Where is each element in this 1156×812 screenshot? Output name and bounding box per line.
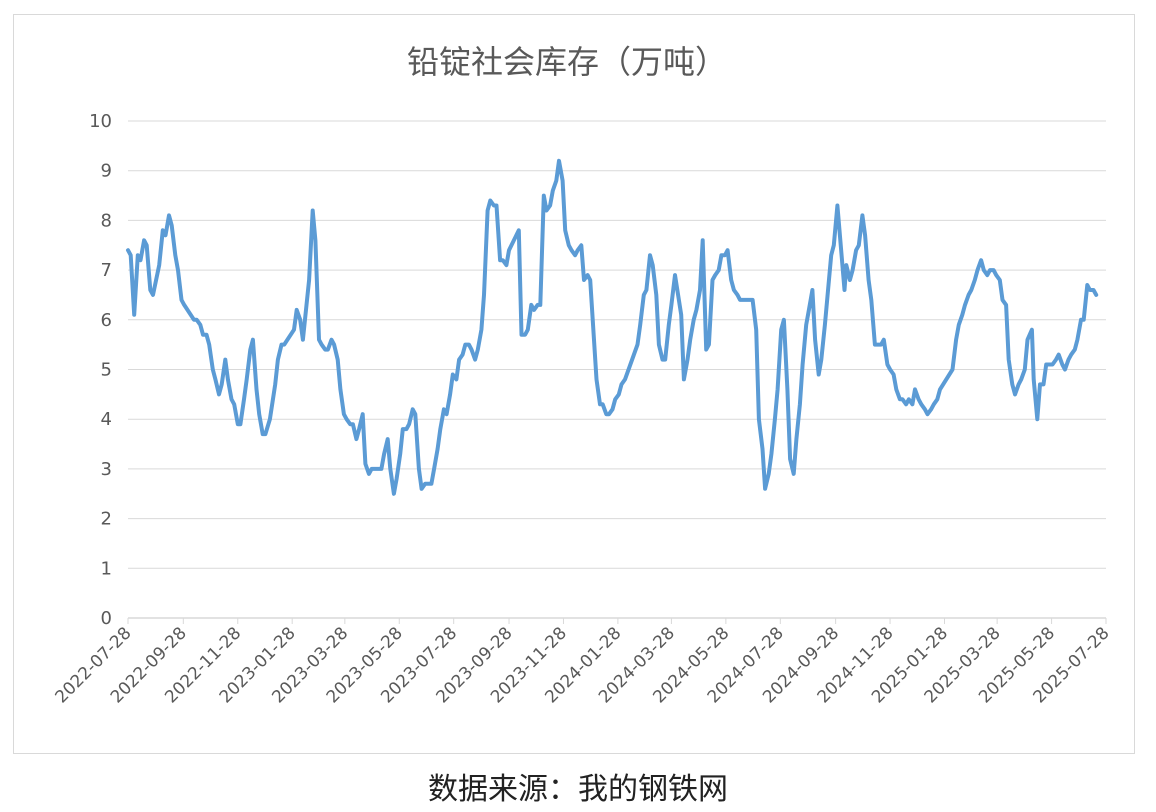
x-axis-ticks: 2022-07-282022-09-282022-11-282023-01-28… [52,618,1114,707]
y-tick-label: 7 [101,260,112,281]
y-axis-ticks: 0 1 2 3 4 5 6 7 8 9 10 [89,111,112,629]
chart-frame [13,14,1135,754]
y-tick-label: 0 [101,608,112,629]
y-tick-label: 4 [101,409,112,430]
series-line [126,158,1099,496]
y-tick-label: 1 [101,558,112,579]
series-line-layer [126,158,1099,496]
chart: 铅锭社会库存（万吨） 0 1 2 3 4 5 6 7 8 9 10 2022-07-282022-0… [52,43,1114,707]
gridlines [128,120,1106,619]
y-tick-label: 10 [89,111,112,132]
y-tick-label: 8 [101,210,112,231]
y-tick-label: 3 [101,459,112,480]
source-note: 数据来源：我的钢铁网 [428,772,728,807]
y-tick-label: 5 [101,360,112,381]
y-tick-label: 2 [101,509,112,530]
y-tick-label: 9 [101,161,112,182]
y-tick-label: 6 [101,310,112,331]
chart-title: 铅锭社会库存（万吨） [407,43,727,81]
